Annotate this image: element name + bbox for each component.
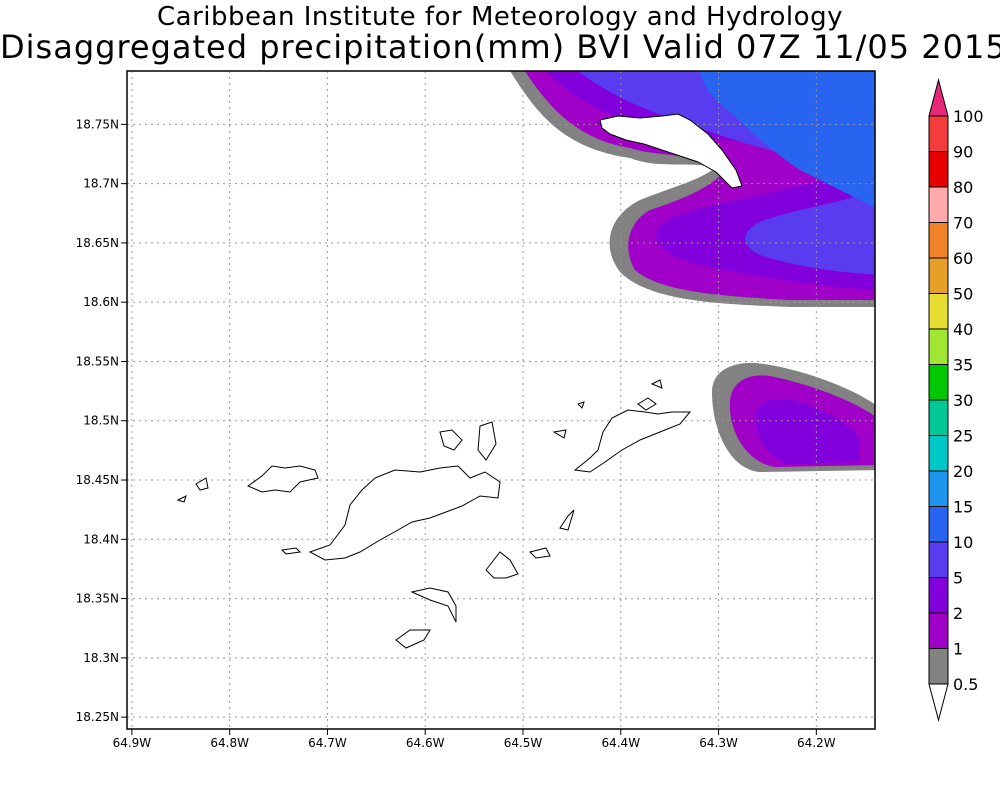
lat-tick-label: 18.3N [83, 651, 119, 665]
island-guana [477, 421, 497, 461]
island-cooper [485, 551, 519, 579]
precip-area-10-15mm [700, 71, 875, 208]
precip-cell-2-5mm [755, 398, 860, 464]
lat-tick-label: 18.75N [76, 117, 119, 131]
colorbar-label: 15 [953, 498, 973, 517]
lon-tick-label: 64.8W [210, 736, 249, 750]
lat-tick-label: 18.45N [76, 473, 119, 487]
colorbar-label: 35 [953, 356, 973, 375]
colorbar-label: 5 [953, 569, 963, 588]
island-jost-van-dyke [439, 429, 463, 451]
map-frame [126, 70, 876, 730]
island-outlines [176, 113, 743, 649]
colorbar-swatch [928, 222, 949, 259]
colorbar-swatch [928, 506, 949, 543]
colorbar-labels: 100 90 80 70 60 50 40 35 30 25 20 15 10 5 2 1 0.5 [953, 107, 984, 694]
lon-tick-label: 64.5W [504, 736, 543, 750]
colorbar-label: 25 [953, 427, 973, 446]
lat-tick-label: 18.55N [76, 354, 119, 368]
longitude-axis: 64.9W 64.8W 64.7W 64.6W 64.5W 64.4W 64.3W 64.2W [113, 729, 836, 750]
island-small-mid [552, 429, 567, 439]
colorbar-swatch [928, 435, 949, 472]
colorbar-label: 90 [953, 143, 973, 162]
island-small-west [176, 495, 187, 503]
colorbar-label: 2 [953, 604, 963, 623]
island-tortola-st-john [308, 465, 501, 561]
colorbar-swatch [928, 328, 949, 365]
lat-tick-label: 18.35N [76, 592, 119, 606]
colorbar-label: 100 [953, 107, 984, 126]
lat-tick-label: 18.25N [76, 710, 119, 724]
lat-tick-label: 18.65N [76, 236, 119, 250]
island-ginger [529, 547, 551, 559]
island-eustatia [650, 379, 663, 389]
colorbar-swatch [928, 577, 949, 614]
colorbar-swatch [928, 151, 949, 188]
colorbar-swatch [928, 364, 949, 401]
map-gridlines [127, 71, 875, 729]
colorbar-swatch [928, 541, 949, 578]
colorbar-swatch [928, 257, 949, 294]
colorbar-swatch [928, 115, 949, 152]
colorbar-label: 70 [953, 214, 973, 233]
island-norman [410, 587, 457, 623]
lon-tick-label: 64.6W [406, 736, 445, 750]
lat-tick-label: 18.5N [83, 414, 119, 428]
lon-tick-label: 64.3W [699, 736, 738, 750]
island-small-mid2 [577, 401, 585, 409]
colorbar-label: 20 [953, 462, 973, 481]
colorbar-label: 30 [953, 391, 973, 410]
colorbar-bottom-arrow [928, 683, 949, 722]
colorbar-swatch [928, 612, 949, 649]
island-west-cay [195, 477, 209, 491]
island-peter [395, 629, 431, 649]
precipitation-field [510, 71, 875, 472]
island-necker [637, 397, 657, 411]
colorbar-swatch [928, 470, 949, 507]
colorbar-swatch [928, 186, 949, 223]
colorbar-label: 60 [953, 249, 973, 268]
island-st-thomas [246, 465, 319, 493]
island-fallen-jerusalem [559, 509, 575, 531]
colorbar-top-arrow [928, 78, 949, 117]
chart-subtitle: Disaggregated precipitation(mm) BVI Vali… [0, 28, 1000, 66]
colorbar-label: 1 [953, 640, 963, 659]
colorbar-label: 40 [953, 320, 973, 339]
lon-tick-label: 64.4W [601, 736, 640, 750]
colorbar [928, 78, 949, 722]
colorbar-swatch [928, 648, 949, 685]
colorbar-label: 0.5 [953, 675, 978, 694]
island-anegada [599, 113, 743, 189]
lon-tick-label: 64.2W [797, 736, 836, 750]
colorbar-label: 10 [953, 533, 973, 552]
lat-tick-label: 18.4N [83, 532, 119, 546]
island-virgin-gorda [573, 409, 692, 473]
colorbar-swatch [928, 293, 949, 330]
lat-tick-label: 18.6N [83, 295, 119, 309]
colorbar-label: 50 [953, 285, 973, 304]
lat-tick-label: 18.7N [83, 177, 119, 191]
latitude-axis: 18.75N 18.7N 18.65N 18.6N 18.55N 18.5N 18.45N 1… [76, 117, 127, 724]
chart-title: Caribbean Institute for Meteorology and … [157, 2, 843, 32]
colorbar-label: 80 [953, 178, 973, 197]
lon-tick-label: 64.7W [308, 736, 347, 750]
island-small-sw [280, 547, 302, 555]
lon-tick-label: 64.9W [113, 736, 152, 750]
colorbar-swatch [928, 399, 949, 436]
